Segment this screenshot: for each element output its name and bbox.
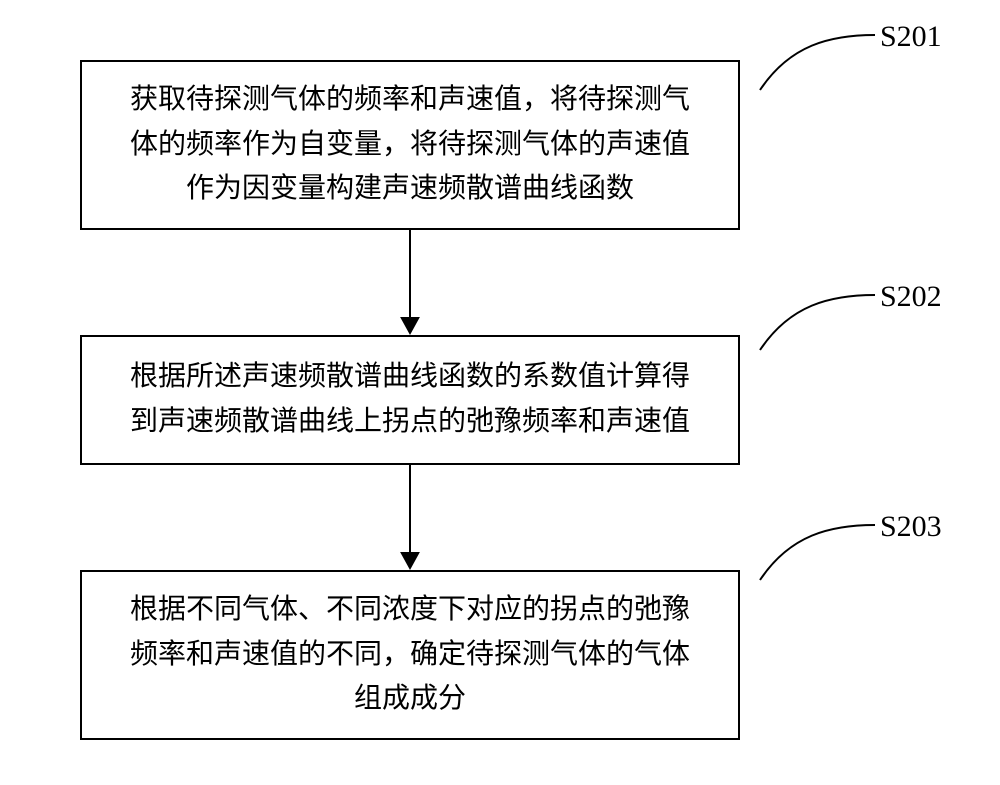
label-connector xyxy=(0,0,1000,785)
flowchart-canvas: 获取待探测气体的频率和声速值，将待探测气 体的频率作为自变量，将待探测气体的声速… xyxy=(0,0,1000,785)
